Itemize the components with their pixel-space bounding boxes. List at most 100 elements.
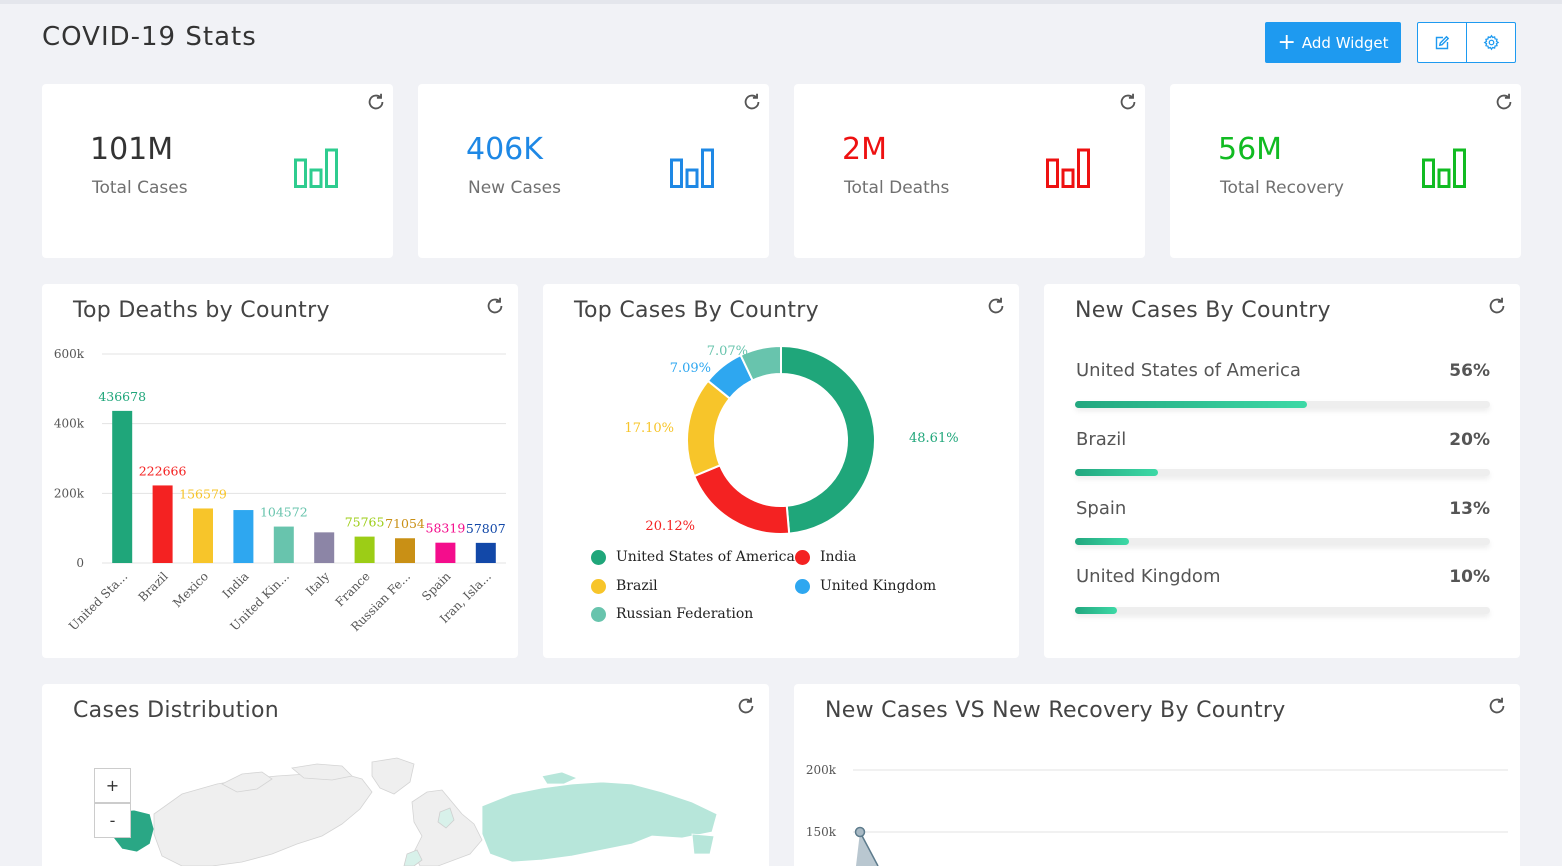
legend-marker — [591, 606, 606, 622]
x-tick-label: United Sta... — [66, 569, 130, 633]
stat-label: New Cases — [468, 178, 561, 198]
slice-value-label: 20.12% — [645, 519, 695, 534]
progress-fill — [1075, 607, 1117, 614]
world-map[interactable] — [42, 684, 769, 866]
x-tick-label: Italy — [303, 569, 332, 598]
donut-slice — [692, 464, 791, 535]
bar — [273, 526, 294, 563]
stat-label: Total Deaths — [844, 178, 950, 198]
stat-value: 56M — [1218, 132, 1283, 167]
bar-value-label: 58319 — [426, 521, 466, 536]
area-segment — [856, 832, 878, 866]
refresh-icon[interactable] — [365, 91, 387, 113]
legend-item[interactable]: United Kingdom — [795, 578, 936, 594]
slice-value-label: 48.61% — [909, 431, 959, 446]
new-cases-country: Spain — [1076, 498, 1127, 519]
edit-icon — [1435, 35, 1450, 49]
stat-card-total-cases: 101M Total Cases — [42, 84, 393, 258]
progress-track — [1075, 538, 1490, 545]
x-tick-label: India — [220, 569, 252, 601]
bar-chart-icon — [294, 148, 338, 188]
layout-button-group — [1417, 22, 1516, 63]
new-vs-recovery-card: New Cases VS New Recovery By Country 200… — [794, 684, 1520, 866]
progress-fill — [1075, 401, 1308, 408]
card-title: Top Cases By Country — [574, 298, 819, 323]
refresh-icon[interactable] — [1493, 91, 1515, 113]
bar — [112, 410, 133, 563]
progress-track — [1075, 401, 1490, 408]
card-title: Cases Distribution — [73, 698, 280, 723]
plus-icon: + — [1277, 29, 1296, 55]
x-tick-label: Brazil — [136, 569, 171, 604]
card-title: Top Deaths by Country — [73, 298, 330, 323]
settings-button[interactable] — [1467, 23, 1515, 62]
data-point — [854, 826, 866, 838]
bar-chart-icon — [670, 148, 714, 188]
new-vs-recovery-line-chart: 200k 150k — [806, 763, 1508, 866]
zoom-in-button[interactable]: + — [94, 768, 131, 803]
series-line — [859, 831, 879, 866]
slice-value-label: 7.07% — [707, 344, 748, 359]
refresh-icon[interactable] — [1117, 91, 1139, 113]
bar-value-label: 156579 — [179, 486, 227, 501]
refresh-icon[interactable] — [484, 295, 506, 317]
deaths-bar-chart: 0 200k 400k 600k 436678 United Sta... 222666 Br… — [54, 347, 506, 634]
donut-slice — [780, 344, 876, 535]
cases-distribution-card: Cases Distribution + - — [42, 684, 769, 866]
add-widget-label: Add Widget — [1301, 33, 1389, 52]
refresh-icon[interactable] — [1486, 295, 1508, 317]
legend-item[interactable]: India — [795, 549, 856, 565]
new-cases-percent: 10% — [1449, 567, 1490, 587]
add-widget-button[interactable]: + Add Widget — [1265, 22, 1401, 63]
bar-value-label: 71054 — [385, 516, 425, 531]
legend-label: United States of America — [616, 549, 795, 565]
bar-value-label: 222666 — [139, 463, 187, 478]
page-title: COVID-19 Stats — [42, 22, 257, 52]
bar — [152, 485, 173, 563]
top-cases-card: Top Cases By Country 48.61% 20.12% 17.10% 7… — [543, 284, 1019, 658]
slice-value-label: 17.10% — [624, 421, 674, 436]
legend-item[interactable]: Brazil — [591, 578, 658, 594]
donut-slice — [739, 344, 782, 382]
legend-item[interactable]: Russian Federation — [591, 606, 753, 622]
progress-fill — [1075, 538, 1129, 545]
legend-label: United Kingdom — [820, 578, 937, 594]
refresh-icon[interactable] — [735, 695, 757, 717]
new-cases-country: United Kingdom — [1076, 566, 1221, 587]
card-title: New Cases VS New Recovery By Country — [825, 698, 1286, 723]
y-tick-label: 400k — [54, 417, 85, 431]
refresh-icon[interactable] — [985, 295, 1007, 317]
x-tick-label: France — [333, 569, 373, 609]
zoom-out-button[interactable]: - — [94, 803, 131, 838]
progress-track — [1075, 607, 1490, 614]
card-title: New Cases By Country — [1075, 298, 1331, 323]
top-border — [0, 0, 1562, 4]
refresh-icon[interactable] — [741, 91, 763, 113]
x-tick-label: Spain — [419, 569, 454, 604]
legend-label: India — [820, 549, 857, 565]
stat-card-new-cases: 406K New Cases — [418, 84, 769, 258]
bar — [354, 536, 375, 563]
stat-value: 101M — [90, 132, 174, 167]
progress-track — [1075, 469, 1490, 476]
legend-marker — [795, 578, 810, 594]
refresh-icon[interactable] — [1486, 695, 1508, 717]
bar-value-label: 436678 — [98, 389, 146, 404]
progress-fill — [1075, 469, 1158, 476]
new-cases-percent: 13% — [1449, 499, 1490, 519]
bar — [475, 542, 496, 563]
edit-layout-button[interactable] — [1418, 23, 1467, 62]
legend-marker — [591, 578, 606, 594]
bar-chart-icon — [1422, 148, 1466, 188]
stat-card-total-recovery: 56M Total Recovery — [1170, 84, 1521, 258]
new-cases-percent: 20% — [1449, 430, 1490, 450]
legend-label: Brazil — [616, 578, 658, 594]
top-deaths-card: Top Deaths by Country 0 200k 400k 600k 43667… — [42, 284, 518, 658]
new-cases-card: New Cases By Country United States of Am… — [1044, 284, 1520, 658]
stat-label: Total Recovery — [1220, 178, 1344, 198]
y-tick-label: 600k — [54, 347, 85, 361]
legend-item[interactable]: United States of America — [591, 549, 795, 565]
bar — [395, 538, 415, 563]
x-tick-label: Mexico — [170, 569, 211, 610]
stat-value: 2M — [842, 132, 887, 167]
